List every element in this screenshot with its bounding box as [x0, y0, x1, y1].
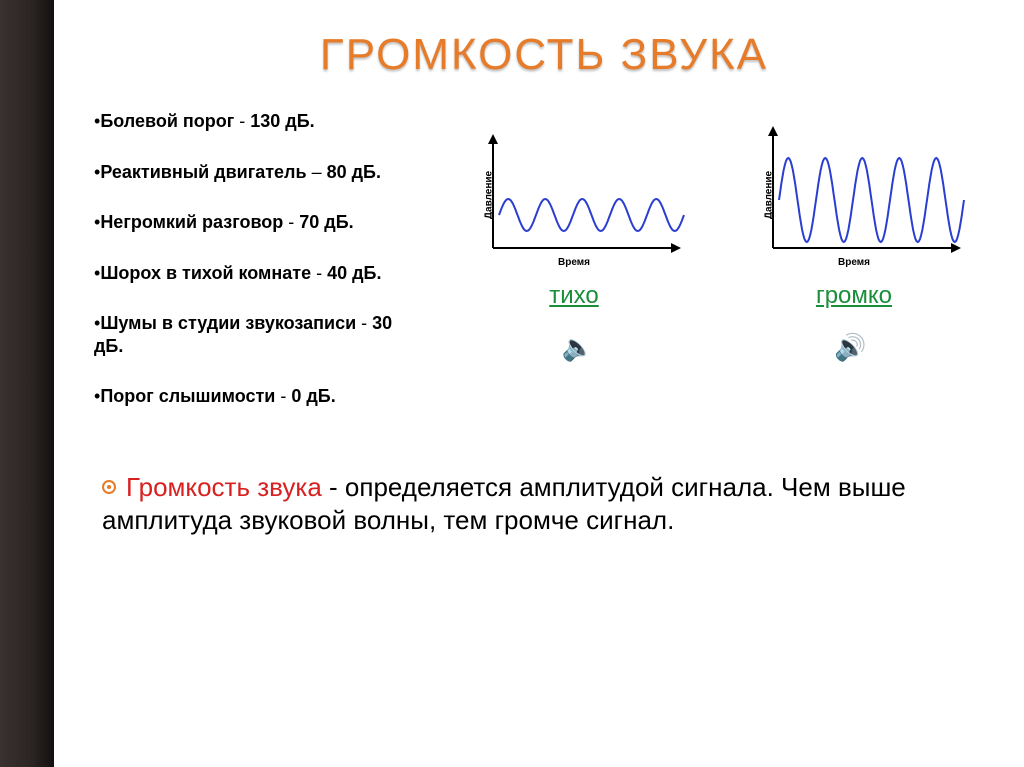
bullet-icon — [102, 480, 116, 494]
db-item: •Негромкий разговор - 70 дБ. — [94, 211, 414, 234]
db-item: •Болевой порог - 130 дБ. — [94, 110, 414, 133]
wave-loud-caption: громко — [739, 282, 969, 310]
definition-text: Громкость звука - определяется амплитудо… — [94, 471, 994, 539]
db-item: •Реактивный двигатель – 80 дБ. — [94, 161, 414, 184]
slide-title: ГРОМКОСТЬ ЗВУКА — [94, 30, 994, 80]
db-list: •Болевой порог - 130 дБ. •Реактивный дви… — [94, 110, 414, 436]
waves-column: Давление Время тихо Давл — [434, 110, 994, 436]
x-axis-label: Время — [838, 257, 870, 268]
wave-quiet-caption: тихо — [459, 282, 689, 310]
wave-loud: Давление Время громко — [739, 120, 969, 310]
wave-quiet: Давление Время тихо — [459, 120, 689, 310]
y-axis-label: Давление — [764, 171, 775, 219]
slide-body: ГРОМКОСТЬ ЗВУКА •Болевой порог - 130 дБ.… — [54, 0, 1024, 767]
left-accent-bar — [0, 0, 54, 767]
y-axis-label: Давление — [484, 171, 495, 219]
speaker-icon: 🔈 — [562, 332, 594, 363]
db-item: •Шумы в студии звукозаписи - 30 дБ. — [94, 312, 414, 357]
db-item: •Порог слышимости - 0 дБ. — [94, 385, 414, 408]
speaker-icon: 🔊 — [834, 332, 866, 363]
x-axis-label: Время — [558, 257, 590, 268]
db-item: •Шорох в тихой комнате - 40 дБ. — [94, 262, 414, 285]
